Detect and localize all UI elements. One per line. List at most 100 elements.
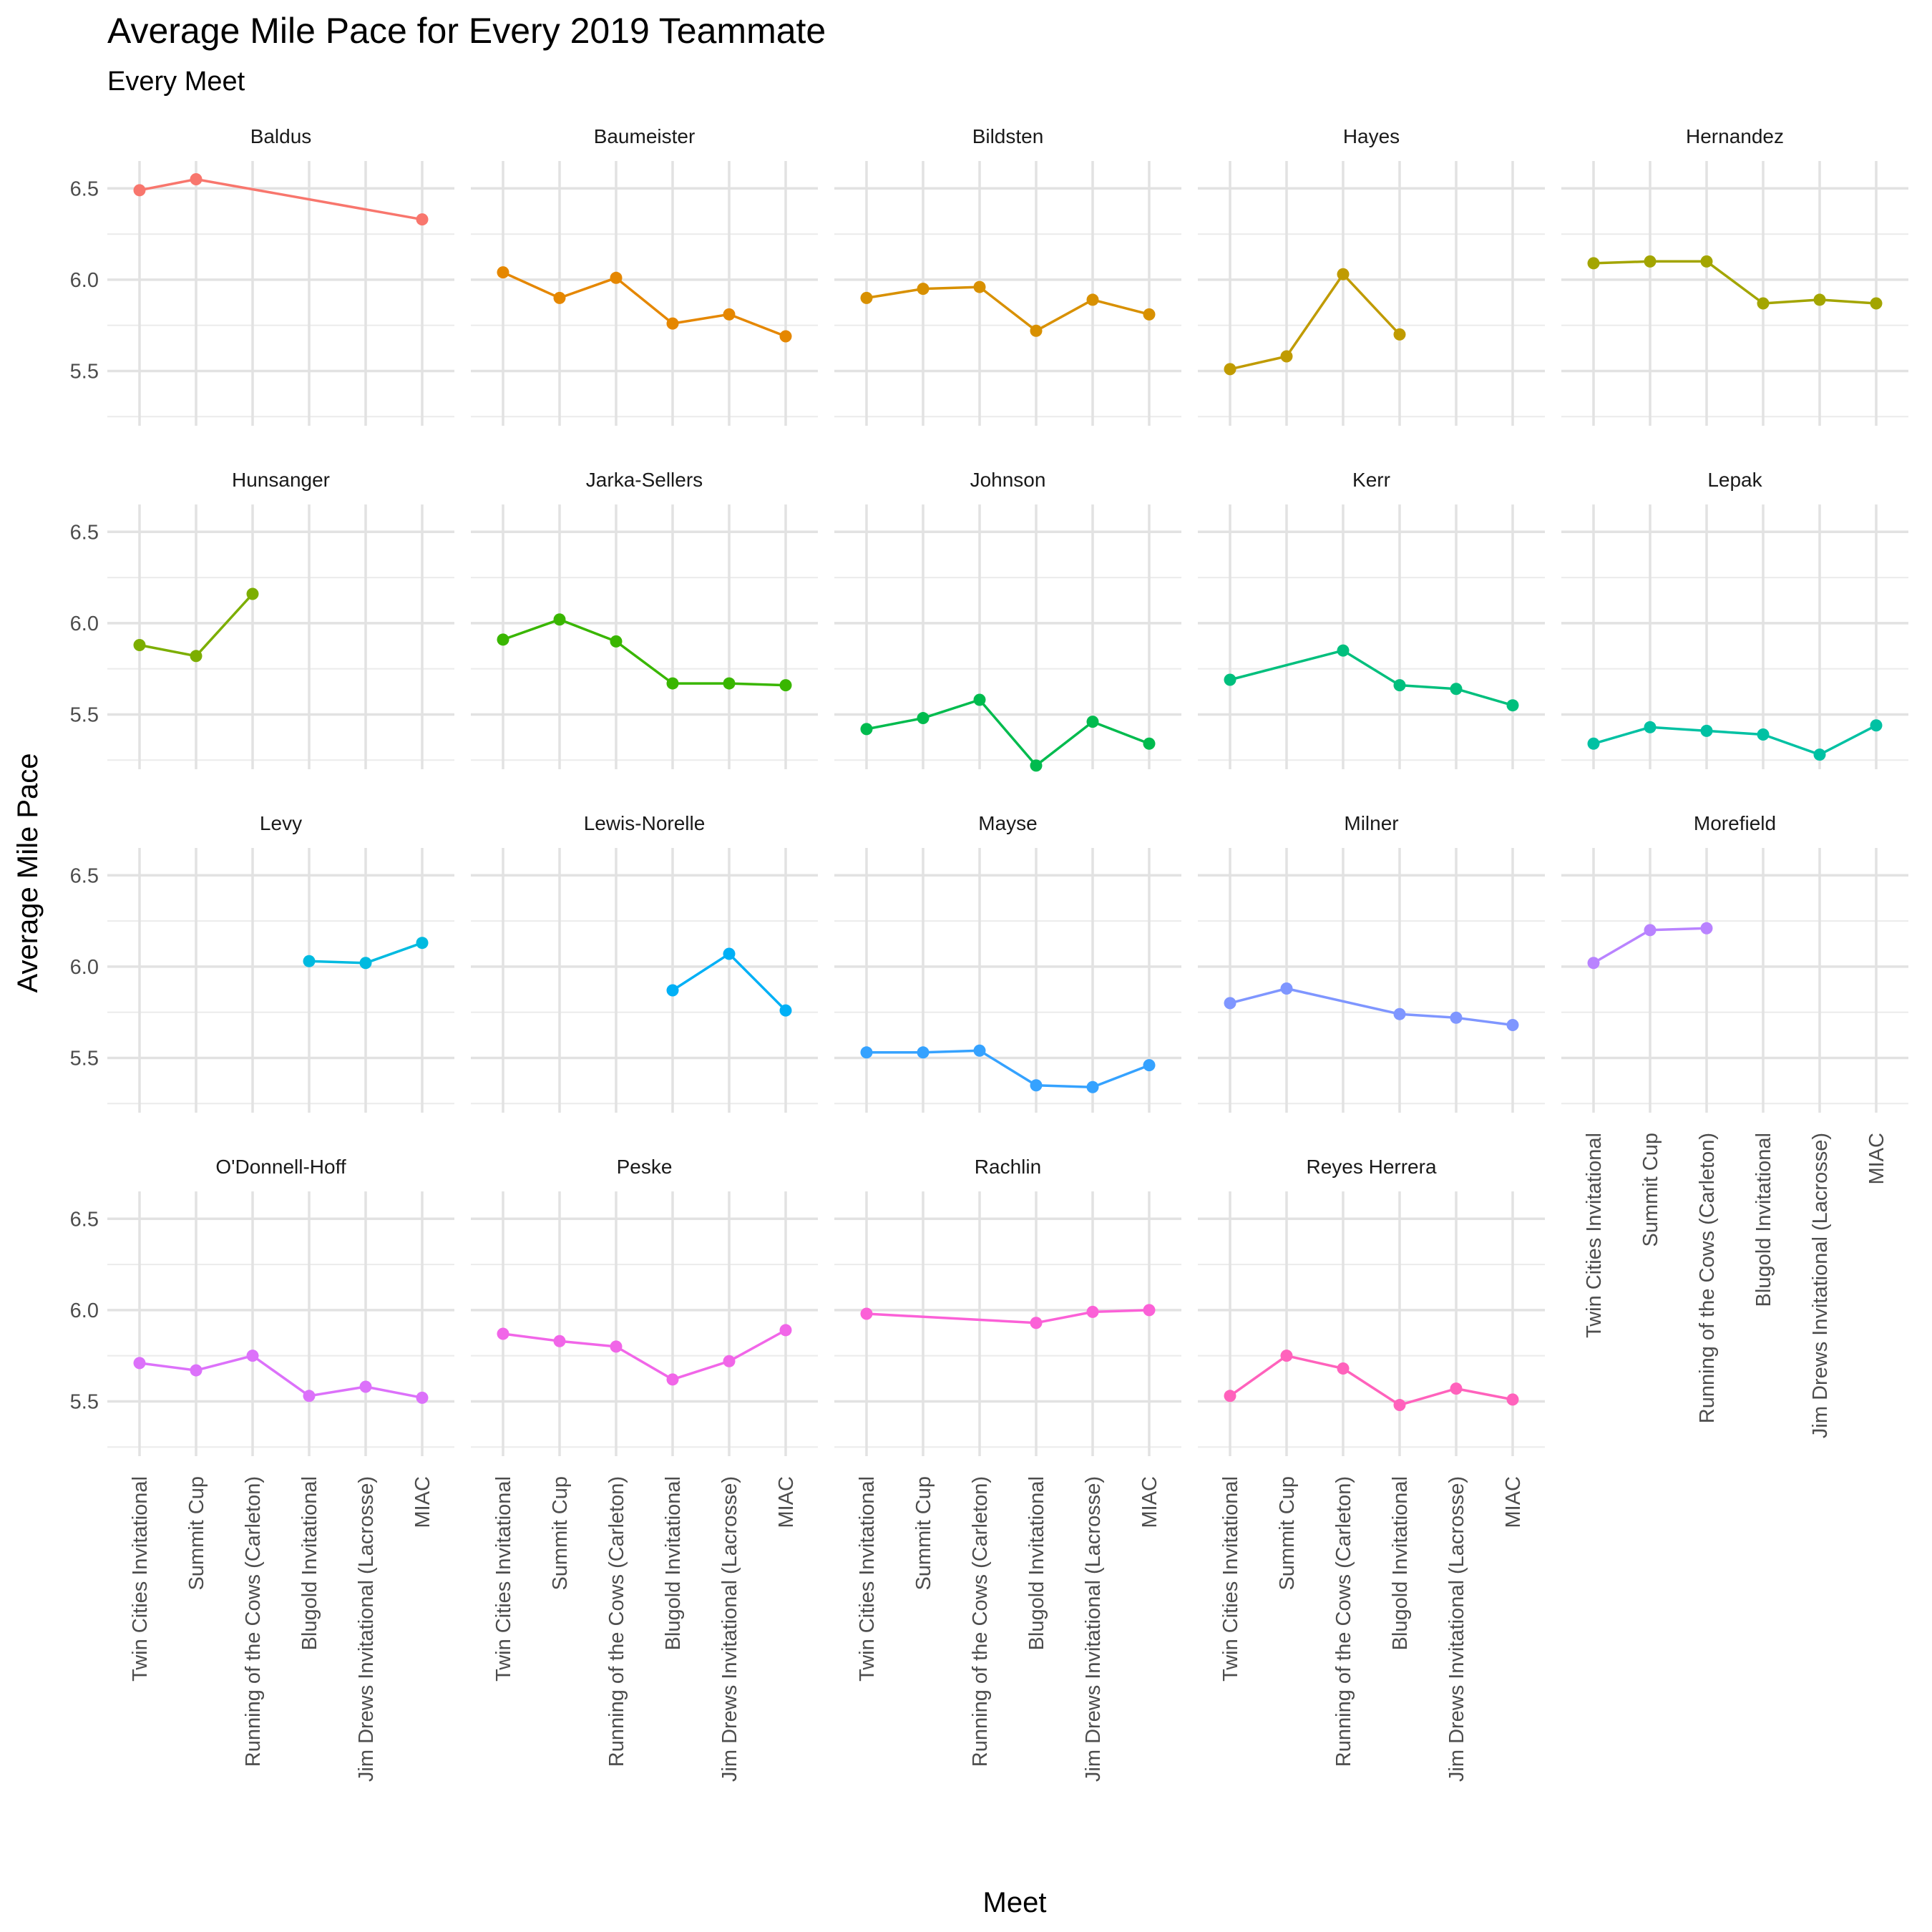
x-tick-label: Running of the Cows (Carleton): [969, 1476, 992, 1767]
facet-panel: Milner: [1198, 812, 1545, 1113]
data-point: [497, 1327, 509, 1340]
data-point: [666, 677, 679, 690]
data-point: [1224, 1390, 1236, 1402]
series-line: [1229, 987, 1513, 1027]
facet-panel: Kerr: [1198, 469, 1545, 769]
data-point: [133, 638, 146, 651]
y-axis-title: Average Mile Pace: [12, 753, 44, 993]
x-tick-label: MIAC: [1502, 1476, 1525, 1528]
x-tick-label: Blugold Invitational: [1025, 1476, 1048, 1650]
data-point: [917, 1046, 930, 1059]
data-point: [246, 587, 259, 600]
x-tick-label: Summit Cup: [912, 1476, 935, 1591]
y-tick-label: 5.5: [70, 360, 99, 383]
data-point: [1337, 268, 1350, 280]
facet-panel: Lepak: [1561, 469, 1908, 769]
data-point: [973, 1044, 986, 1057]
data-point: [359, 1380, 372, 1393]
x-tick-label: Jim Drews Invitational (Lacrosse): [1809, 1133, 1832, 1438]
data-point: [1280, 982, 1293, 995]
facet-label: Jarka-Sellers: [586, 469, 703, 491]
facet-label: Hunsanger: [232, 469, 330, 491]
x-tick-label: Twin Cities Invitational: [492, 1476, 515, 1682]
facet-label: Kerr: [1352, 469, 1390, 491]
data-point: [1030, 1317, 1043, 1330]
data-point: [497, 633, 509, 646]
data-point: [1587, 257, 1600, 270]
facet-label: Rachlin: [975, 1156, 1041, 1178]
facet-label: Peske: [617, 1156, 673, 1178]
data-point: [1280, 1350, 1293, 1362]
data-point: [723, 677, 736, 690]
data-point: [1143, 1304, 1156, 1317]
data-point: [779, 1004, 792, 1017]
series-line: [1229, 1354, 1513, 1407]
facet-label: Mayse: [978, 812, 1037, 834]
data-point: [860, 1046, 873, 1059]
data-point: [1700, 724, 1713, 737]
data-point: [860, 291, 873, 304]
data-point: [190, 1364, 203, 1377]
series-line: [866, 698, 1150, 767]
series-line: [502, 1329, 786, 1381]
y-tick-label: 6.5: [70, 521, 99, 544]
data-point: [610, 635, 623, 648]
data-point: [1700, 922, 1713, 935]
data-point: [1030, 759, 1043, 772]
y-tick-label: 6.5: [70, 1208, 99, 1231]
facet-panel: Mayse: [834, 812, 1181, 1113]
data-point: [917, 283, 930, 296]
x-tick-label: Twin Cities Invitational: [1583, 1133, 1606, 1338]
data-point: [359, 957, 372, 970]
x-tick-label: Summit Cup: [1276, 1476, 1299, 1591]
y-tick-label: 6.0: [70, 1299, 99, 1322]
series-line: [1593, 260, 1877, 305]
data-point: [666, 317, 679, 330]
x-tick-label: Summit Cup: [1639, 1133, 1662, 1247]
data-point: [973, 693, 986, 706]
data-point: [1086, 716, 1099, 728]
x-tick-label: Twin Cities Invitational: [129, 1476, 152, 1682]
data-point: [1813, 748, 1826, 761]
x-tick-label: Jim Drews Invitational (Lacrosse): [1082, 1476, 1105, 1782]
x-tick-label: Jim Drews Invitational (Lacrosse): [718, 1476, 741, 1782]
facet-panel: O'Donnell-Hoff 5.5 6.0 6.5: [70, 1156, 454, 1456]
x-tick-label: Blugold Invitational: [662, 1476, 685, 1650]
data-point: [416, 1391, 429, 1404]
data-point: [1143, 737, 1156, 750]
data-point: [1143, 308, 1156, 321]
y-tick-label: 6.5: [70, 864, 99, 887]
facet-panel: Reyes Herrera: [1198, 1156, 1545, 1456]
data-point: [553, 613, 566, 626]
data-point: [1757, 297, 1770, 310]
data-point: [246, 1350, 259, 1362]
data-point: [553, 1335, 566, 1347]
facet-label: Levy: [260, 812, 302, 834]
facet-panel: Jarka-Sellers: [471, 469, 818, 769]
x-tick-label: Twin Cities Invitational: [1219, 1476, 1242, 1682]
series-line: [866, 286, 1150, 333]
data-point: [303, 955, 316, 967]
y-tick-label: 6.0: [70, 613, 99, 635]
data-point: [1587, 737, 1600, 750]
facet-panel: Baumeister: [471, 125, 818, 426]
facet-label: Milner: [1344, 812, 1398, 834]
data-point: [1086, 293, 1099, 306]
y-tick-label: 5.5: [70, 1047, 99, 1070]
data-point: [1030, 324, 1043, 337]
y-tick-label: 6.5: [70, 177, 99, 200]
y-tick-label: 5.5: [70, 703, 99, 726]
data-point: [1587, 957, 1600, 970]
data-point: [303, 1390, 316, 1402]
series-line: [139, 177, 423, 221]
x-tick-label: Blugold Invitational: [1389, 1476, 1412, 1650]
x-tick-label: MIAC: [1865, 1133, 1888, 1185]
x-tick-label: Jim Drews Invitational (Lacrosse): [355, 1476, 378, 1782]
data-point: [497, 266, 509, 279]
data-point: [1224, 363, 1236, 376]
data-point: [1393, 328, 1406, 341]
data-point: [666, 1373, 679, 1386]
x-tick-label: Running of the Cows (Carleton): [242, 1476, 265, 1767]
facet-panel: Levy 5.5 6.0 6.5: [70, 812, 454, 1113]
